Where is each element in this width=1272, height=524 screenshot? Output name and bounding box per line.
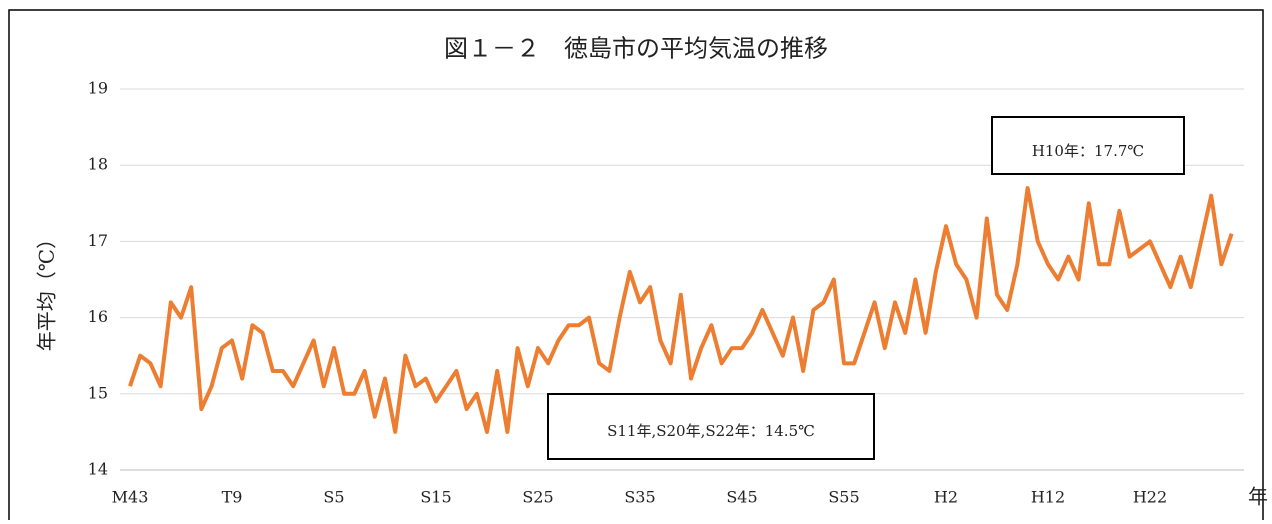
x-tick-label: S45 <box>726 488 757 507</box>
data-line <box>128 186 1234 434</box>
x-tick-label: H2 <box>934 488 958 507</box>
annotation: S11年,S20年,S22年：14.5℃ <box>607 422 815 440</box>
annotation-box <box>991 116 1185 175</box>
x-axis-label: 年 <box>1248 485 1268 509</box>
frame <box>8 9 1264 524</box>
x-tick-label: H22 <box>1133 488 1167 507</box>
y-tick-label: 16 <box>88 307 108 326</box>
x-tick-label: S55 <box>828 488 859 507</box>
x-tick-label: M43 <box>112 488 149 507</box>
x-tick-label: S5 <box>323 488 344 507</box>
y-axis-label: 年平均（℃） <box>35 229 59 351</box>
y-tick-label: 19 <box>88 79 108 98</box>
annotation: H10年：17.7℃ <box>1032 142 1144 160</box>
x-tick-label: S15 <box>420 488 451 507</box>
x-tick-label: T9 <box>222 488 243 507</box>
annotation-box <box>547 393 875 460</box>
y-tick-label: 14 <box>88 460 108 479</box>
x-tick-label: S25 <box>522 488 553 507</box>
y-tick-label: 18 <box>88 155 108 174</box>
y-tick-label: 15 <box>88 383 108 402</box>
x-tick-label: H12 <box>1031 488 1065 507</box>
chart-title: 図１－２ 徳島市の平均気温の推移 <box>444 35 828 63</box>
x-tick-label: S35 <box>624 488 655 507</box>
y-tick-label: 17 <box>88 231 108 250</box>
